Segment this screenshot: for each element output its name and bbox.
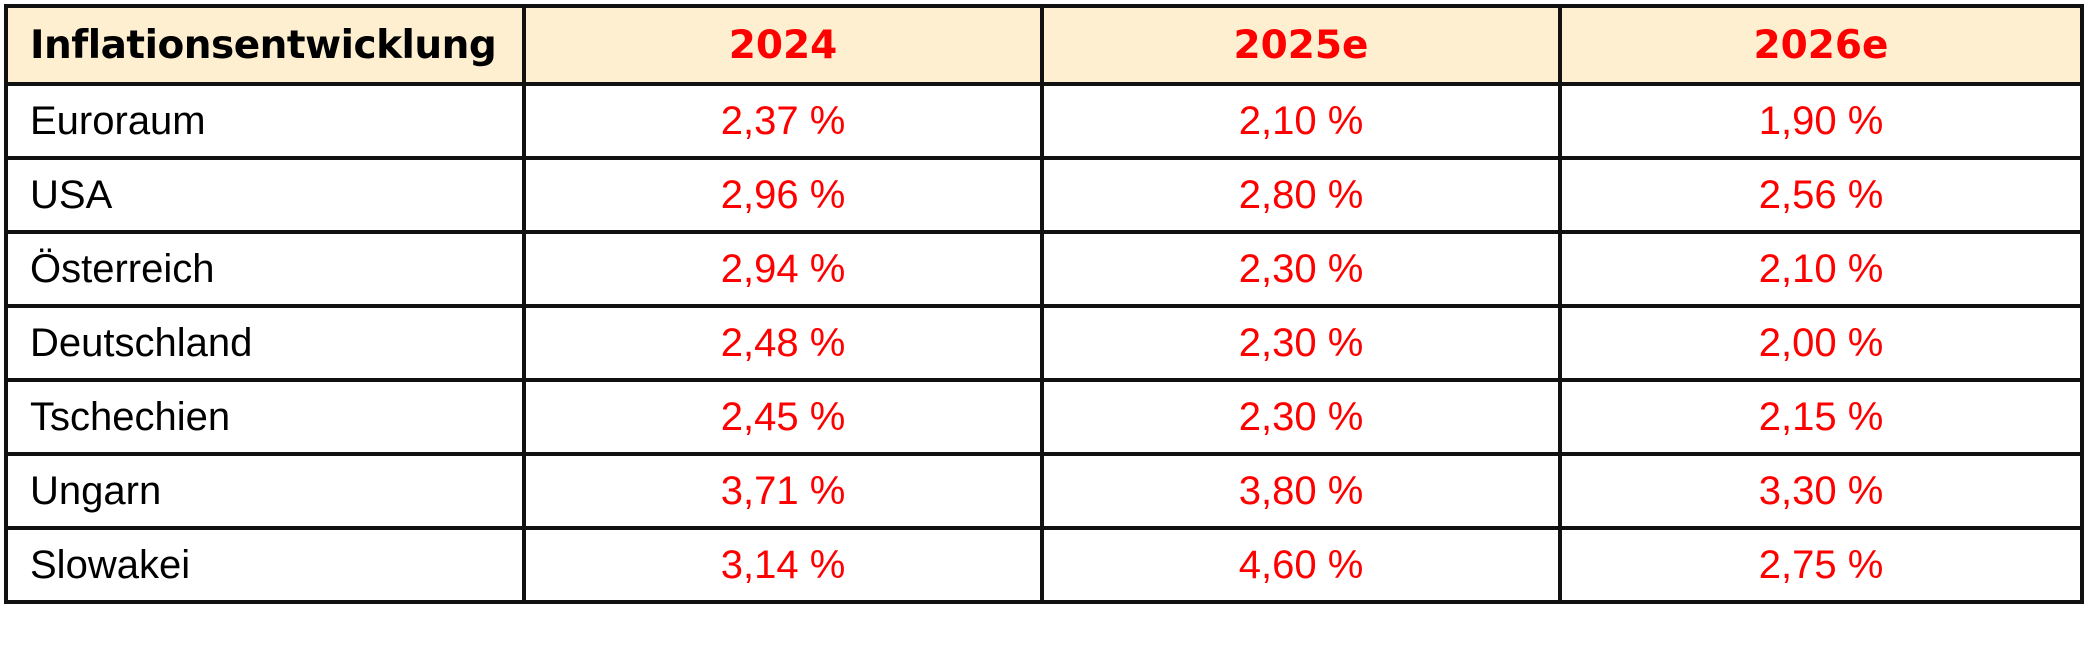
value-cell: 2,30 % xyxy=(1040,230,1562,308)
country-cell: Ungarn xyxy=(4,452,526,530)
value-cell: 2,96 % xyxy=(522,156,1044,234)
value-cell: 4,60 % xyxy=(1040,526,1562,604)
value-cell: 2,94 % xyxy=(522,230,1044,308)
value-cell: 2,30 % xyxy=(1040,304,1562,382)
country-cell: Österreich xyxy=(4,230,526,308)
table-row: Slowakei 3,14 % 4,60 % 2,75 % xyxy=(4,526,2084,604)
header-year-2025e: 2025e xyxy=(1040,4,1562,86)
value-cell: 2,10 % xyxy=(1040,82,1562,160)
table-row: USA 2,96 % 2,80 % 2,56 % xyxy=(4,156,2084,234)
table-row: Tschechien 2,45 % 2,30 % 2,15 % xyxy=(4,378,2084,456)
value-cell: 2,45 % xyxy=(522,378,1044,456)
header-row: Inflationsentwicklung 2024 2025e 2026e xyxy=(4,4,2084,86)
header-year-2024: 2024 xyxy=(522,4,1044,86)
inflation-table: Inflationsentwicklung 2024 2025e 2026e E… xyxy=(4,4,2084,604)
value-cell: 2,75 % xyxy=(1558,526,2084,604)
value-cell: 3,14 % xyxy=(522,526,1044,604)
table-row: Ungarn 3,71 % 3,80 % 3,30 % xyxy=(4,452,2084,530)
header-label: Inflationsentwicklung xyxy=(4,4,526,86)
value-cell: 2,37 % xyxy=(522,82,1044,160)
value-cell: 2,56 % xyxy=(1558,156,2084,234)
header-year-2026e: 2026e xyxy=(1558,4,2084,86)
value-cell: 2,00 % xyxy=(1558,304,2084,382)
country-cell: Deutschland xyxy=(4,304,526,382)
value-cell: 3,30 % xyxy=(1558,452,2084,530)
value-cell: 2,30 % xyxy=(1040,378,1562,456)
country-cell: Slowakei xyxy=(4,526,526,604)
value-cell: 2,48 % xyxy=(522,304,1044,382)
value-cell: 2,80 % xyxy=(1040,156,1562,234)
table-row: Österreich 2,94 % 2,30 % 2,10 % xyxy=(4,230,2084,308)
value-cell: 3,80 % xyxy=(1040,452,1562,530)
country-cell: USA xyxy=(4,156,526,234)
country-cell: Tschechien xyxy=(4,378,526,456)
inflation-table-container: Inflationsentwicklung 2024 2025e 2026e E… xyxy=(4,4,2084,604)
value-cell: 2,15 % xyxy=(1558,378,2084,456)
value-cell: 3,71 % xyxy=(522,452,1044,530)
table-row: Euroraum 2,37 % 2,10 % 1,90 % xyxy=(4,82,2084,160)
country-cell: Euroraum xyxy=(4,82,526,160)
value-cell: 1,90 % xyxy=(1558,82,2084,160)
table-row: Deutschland 2,48 % 2,30 % 2,00 % xyxy=(4,304,2084,382)
value-cell: 2,10 % xyxy=(1558,230,2084,308)
